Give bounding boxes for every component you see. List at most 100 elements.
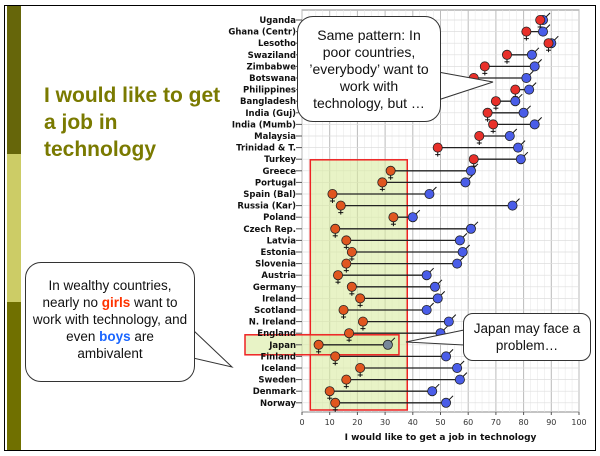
boys-point	[510, 96, 521, 107]
category-label: Estonia	[261, 248, 297, 258]
male-symbol-arrow	[440, 291, 446, 296]
boys-point	[407, 212, 418, 223]
boys-point	[465, 165, 476, 176]
male-symbol-arrow	[451, 314, 457, 319]
girls-point	[521, 26, 532, 37]
callout-poor-countries: Same pattern: In poor countries, ’everyb…	[297, 16, 441, 122]
girls-point	[388, 212, 399, 223]
male-symbol-arrow	[523, 151, 529, 157]
boys-point	[465, 223, 476, 234]
girls-point	[482, 107, 493, 118]
male-symbol-arrow	[545, 24, 551, 29]
girls-point	[330, 397, 341, 408]
male-symbol-arrow	[390, 337, 396, 343]
category-label: Austria	[261, 271, 296, 281]
girls-point	[341, 258, 352, 269]
male-symbol-arrow	[465, 244, 471, 250]
category-label: Greece	[262, 167, 296, 177]
boys-point	[441, 351, 452, 362]
boys-point	[513, 142, 524, 153]
category-label: N. Ireland	[249, 318, 296, 328]
girls-point	[474, 130, 485, 141]
male-symbol-arrow	[448, 349, 454, 354]
slide-frame	[4, 5, 596, 451]
category-label: Latvia	[267, 236, 297, 246]
category-label: Japan	[268, 341, 296, 351]
male-symbol-arrow	[429, 267, 435, 273]
male-symbol-arrow	[553, 35, 559, 41]
girls-point	[341, 374, 352, 385]
boys-point	[441, 397, 452, 408]
category-label: Ghana (Centr)	[228, 28, 296, 38]
category-label: Germany	[253, 283, 297, 293]
callout-tail-wealthy	[192, 328, 234, 368]
category-label: Iceland	[261, 364, 296, 374]
category-label: Norway	[260, 399, 296, 409]
x-tick-label: 10	[325, 418, 335, 427]
boys-point	[429, 281, 440, 292]
category-label: Slovenia	[255, 260, 296, 270]
male-symbol-arrow	[473, 163, 479, 169]
male-symbol-arrow	[429, 302, 435, 308]
category-label: Scotland	[254, 306, 296, 316]
girls-point	[346, 246, 357, 257]
girls-point	[324, 386, 335, 397]
x-tick-label: 0	[299, 418, 304, 427]
category-label: Ireland	[262, 294, 296, 304]
category-label: Botswana	[249, 74, 296, 84]
x-tick-label: 50	[435, 418, 445, 427]
male-symbol-arrow	[459, 256, 465, 261]
category-label: Trinidad & T.	[236, 144, 296, 154]
category-label: Finland	[260, 352, 296, 362]
boys-point	[518, 107, 529, 118]
male-symbol-arrow	[517, 93, 523, 99]
callout-text: In wealthy countries, nearly no	[42, 278, 172, 310]
category-label: Russia (Kar)	[237, 202, 296, 212]
male-symbol-arrow	[468, 175, 473, 180]
male-symbol-arrow	[443, 325, 448, 331]
category-label: Zimbabwe	[247, 62, 297, 72]
male-symbol-arrow	[462, 233, 468, 238]
callout-japan: Japan may face a problem…	[463, 313, 591, 361]
male-symbol-arrow	[526, 105, 531, 111]
girls-point	[330, 351, 341, 362]
boys-point	[421, 270, 432, 281]
girls-point	[344, 328, 355, 339]
boys-point	[524, 84, 535, 95]
male-symbol-arrow	[432, 186, 437, 192]
x-tick-label: 90	[546, 418, 556, 427]
boys-point	[529, 61, 540, 72]
callout-text: are ambivalent	[77, 329, 154, 361]
category-label: England	[257, 329, 296, 339]
boys-point	[457, 246, 468, 257]
boys-point	[537, 26, 548, 37]
boys-point	[529, 119, 540, 130]
callout-wealthy-countries: In wealthy countries, nearly no girls wa…	[25, 262, 195, 382]
girls-point	[327, 188, 338, 199]
girls-point	[346, 281, 357, 292]
male-symbol-arrow	[459, 360, 465, 366]
accent-bar-bottom	[7, 302, 21, 450]
male-symbol-arrow	[531, 82, 537, 87]
girls-point	[510, 84, 521, 95]
male-symbol-arrow	[462, 372, 468, 377]
male-symbol-arrow	[512, 128, 518, 134]
boys-point	[454, 374, 465, 385]
boys-point	[443, 316, 454, 327]
callout-text: want to work with technology, and even	[32, 295, 188, 344]
category-label: India (Mumb)	[232, 120, 296, 130]
girls-point	[432, 142, 443, 153]
girls-highlight: girls	[101, 295, 131, 310]
girls-point	[488, 119, 499, 130]
male-symbol-arrow	[537, 117, 543, 122]
accent-bar-middle	[7, 154, 21, 302]
x-tick-label: 40	[408, 418, 418, 427]
x-tick-label: 30	[380, 418, 390, 427]
girls-point	[385, 165, 396, 176]
male-symbol-arrow	[415, 209, 421, 215]
boys-point	[452, 362, 463, 373]
boys-point	[526, 49, 537, 60]
category-label: Malaysia	[254, 132, 296, 142]
girls-point	[490, 96, 501, 107]
male-symbol-arrow	[437, 279, 443, 285]
